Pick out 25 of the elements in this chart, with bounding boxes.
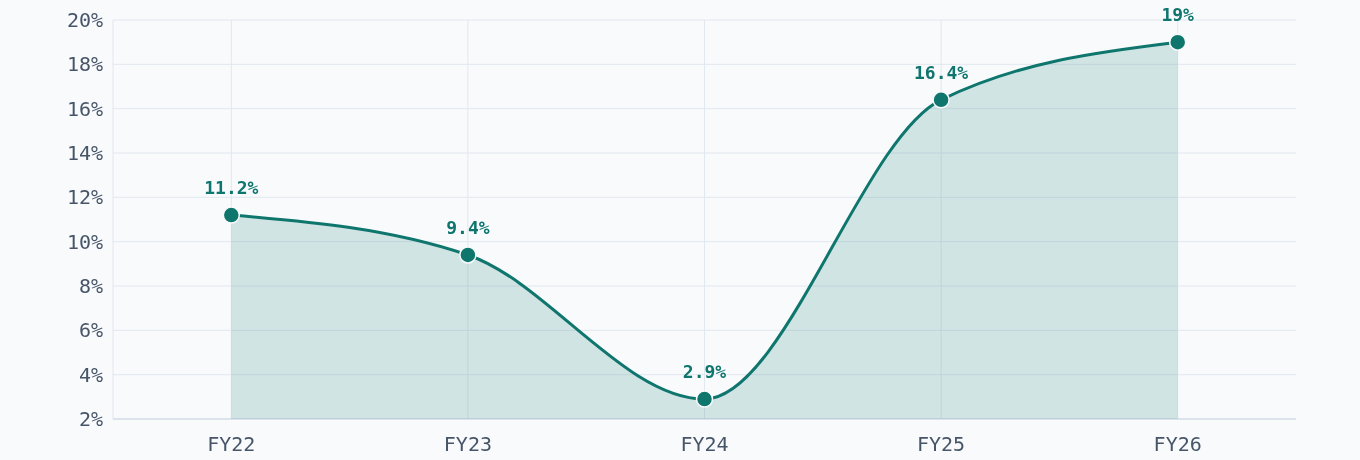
- point: [932, 91, 950, 109]
- x-tick-label: FY24: [680, 432, 729, 456]
- y-tick-label: 18%: [66, 52, 103, 77]
- x-tick-label: FY23: [443, 432, 492, 456]
- x-tick-label: FY22: [207, 432, 256, 456]
- y-tick-label: 16%: [66, 96, 103, 121]
- data-label: 9.4%: [446, 216, 490, 238]
- y-tick-label: 4%: [78, 362, 103, 387]
- data-label: 11.2%: [204, 177, 259, 199]
- data-label: 16.4%: [914, 61, 969, 83]
- data-label: 19%: [1161, 4, 1195, 26]
- x-tick-label: FY25: [917, 432, 966, 456]
- y-tick-label: 10%: [66, 229, 103, 254]
- point: [695, 390, 714, 408]
- y-tick-label: 6%: [78, 318, 103, 343]
- y-tick-label: 12%: [66, 185, 103, 210]
- data-label: 2.9%: [682, 361, 727, 383]
- y-tick-label: 14%: [66, 141, 103, 165]
- point: [459, 246, 477, 264]
- y-tick-label: 20%: [66, 8, 103, 32]
- point: [1168, 33, 1187, 51]
- y-tick-label: 2%: [78, 407, 103, 431]
- point: [222, 206, 241, 224]
- y-tick-label: 8%: [78, 274, 103, 298]
- x-tick-label: FY26: [1153, 432, 1202, 456]
